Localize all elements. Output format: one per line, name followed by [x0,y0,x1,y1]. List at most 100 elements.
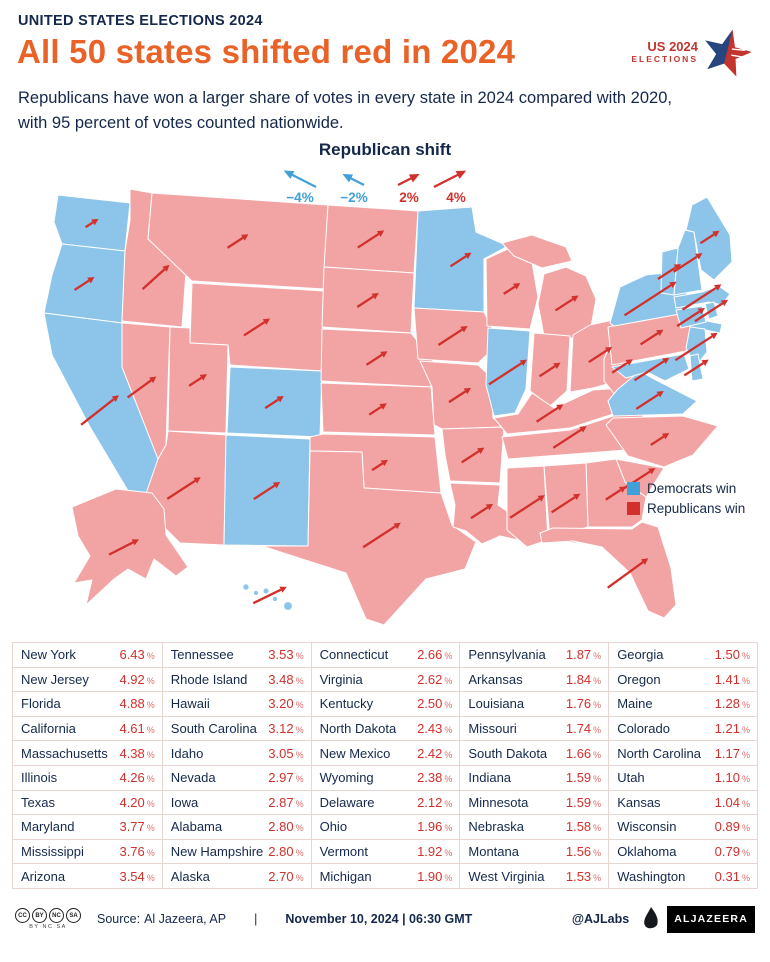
state-shape-tx [261,450,477,626]
tick-pos4: 4% [446,190,466,205]
state-name: Rhode Island [170,671,248,687]
state-name: Washington [617,868,686,884]
table-row-oh: Ohio 1.96% [311,815,460,840]
table-row-ok: Oklahoma 0.79% [609,840,757,865]
source-label: Source: [97,912,141,927]
state-shape-hi [242,583,293,611]
shift-arrow-nd [357,230,385,249]
shift-arrow-md [633,357,670,382]
shift-arrow-nj [674,332,718,362]
tick-neg2: −2% [340,190,367,205]
state-name: Utah [617,770,645,786]
dem-legend-label: Democrats win [647,481,737,496]
table-row-ar: Arkansas 1.84% [460,668,609,693]
state-name: North Carolina [617,745,702,761]
shift-value: 1.74% [565,721,602,737]
shift-value: 1.50% [714,647,750,663]
shift-value: 2.43% [417,721,453,737]
shift-arrow-ga [605,486,627,501]
shift-arrow-fl [607,558,649,589]
table-row-ky: Kentucky 2.50% [311,692,460,717]
shift-value: 2.80% [268,819,304,835]
state-shape-nc [605,415,719,468]
table-row-wv: West Virginia 1.53% [460,864,608,888]
dem-swatch-icon [627,482,640,495]
table-row-ny: New York 6.43% [13,643,162,668]
shift-arrow-id [141,264,170,290]
table-row-ri: Rhode Island 3.48% [162,668,311,693]
shift-value: 1.17% [714,745,750,761]
table-row-de: Delaware 2.12% [311,791,460,816]
state-shape-mi-upper [501,234,573,269]
shift-arrow-wv [611,359,633,374]
shift-value: 2.38% [417,770,453,786]
table-row-mo: Missouri 1.74% [460,717,609,742]
shift-arrow-hi [252,586,287,605]
shift-arrow-wi [503,283,521,295]
winner-legend-rep: Republicans win [627,501,745,516]
shift-arrow-nc [650,433,670,446]
state-name: Illinois [21,770,58,786]
shift-arrow-va [635,391,664,410]
state-name: Tennessee [170,647,234,663]
state-name: Oklahoma [617,844,677,860]
shift-value: 1.10% [714,770,750,786]
cc-sa-icon: SA [66,908,81,924]
table-row-wy: Wyoming 2.38% [311,766,460,791]
table-row-mi: Michigan 1.90% [312,864,460,888]
state-name: Delaware [319,794,375,810]
state-name: Louisiana [468,696,525,712]
shift-value: 4.92% [119,671,155,687]
shift-value: 6.43% [119,647,155,663]
shift-value: 1.96% [417,819,453,835]
shift-value: 1.76% [565,696,602,712]
tick-neg4: −4% [286,190,313,205]
shift-value: 1.84% [565,671,602,687]
table-row-az: Arizona 3.54% [13,864,162,888]
shift-value: 4.38% [119,745,155,761]
state-name: Massachusetts [21,745,108,761]
shift-arrow-in [538,362,561,378]
kicker: UNITED STATES ELECTIONS 2024 [18,13,263,29]
state-name: Florida [21,696,61,712]
footer: CC BY NC SA BY NC SA Source: Al Jazeera, AP… [15,906,755,933]
source-text: Al Jazeera, AP [144,912,227,927]
state-name: Wisconsin [617,819,677,835]
shift-arrow-ks [368,403,387,416]
shift-table: New York 6.43% New Jersey 4.92% Florida 4.88%… [12,642,758,889]
state-name: Nebraska [468,819,525,835]
state-name: New York [21,647,76,663]
shift-value: 1.66% [565,745,602,761]
state-name: Texas [21,794,55,810]
state-name: Colorado [617,721,670,737]
shift-value: 1.59% [565,770,602,786]
shift-value: 0.31% [714,868,750,884]
shift-value: 1.21% [714,721,750,737]
state-name: Ohio [319,819,348,835]
state-name: Idaho [170,745,204,761]
cc-license-label: BY NC SA [29,924,67,931]
state-name: Montana [468,844,519,860]
shift-arrow-ny [623,281,677,317]
shift-value: 1.41% [714,671,750,687]
shift-value: 2.12% [417,794,453,810]
table-column-5: Georgia 1.50% Oregon 1.41% Maine 1.28% Colorad… [608,643,757,888]
shift-arrow-pa [639,329,664,346]
winner-legend-dem: Democrats win [627,481,745,496]
shift-value: 3.53% [268,647,304,663]
shift-scale-arrows: −4% −2% 2% 4% [283,170,467,205]
state-name: Kentucky [319,696,374,712]
shift-arrow-ca [80,395,119,426]
state-name: New Hampshire [170,844,264,860]
shift-arrow-ma [681,284,722,311]
star-icon [705,29,752,77]
state-name: Vermont [319,844,369,860]
shift-arrow-il [488,359,528,386]
table-row-sd: South Dakota 1.66% [460,741,609,766]
shift-value: 2.42% [417,745,453,761]
table-row-il: Illinois 4.26% [13,766,162,791]
table-row-la: Louisiana 1.76% [460,692,609,717]
shift-arrow-az [166,477,201,500]
state-name: New Mexico [319,745,391,761]
